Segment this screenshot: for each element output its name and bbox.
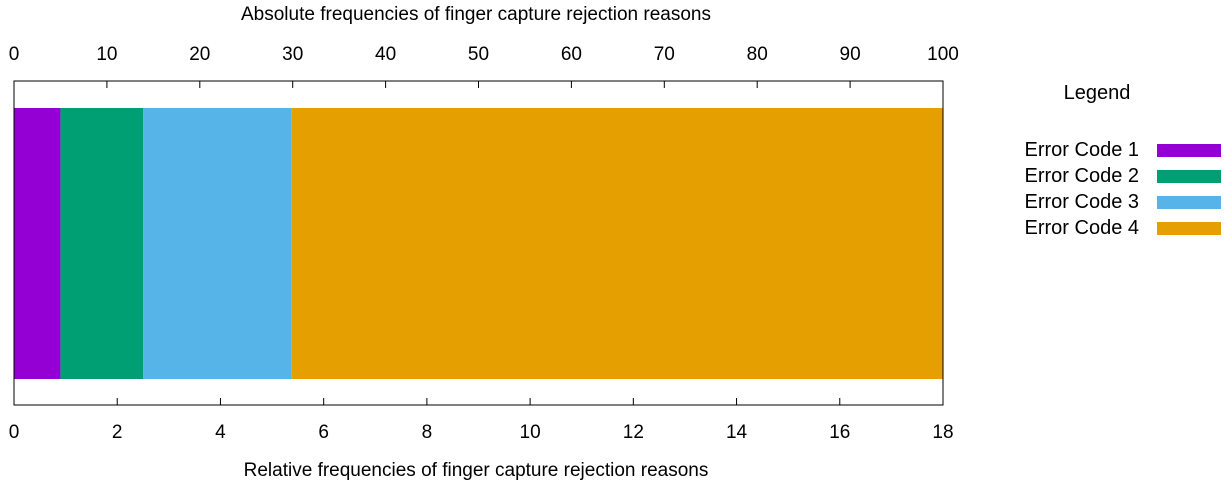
top-tick-label: 20 (189, 44, 210, 65)
bottom-axis: 0 2 4 6 8 10 12 14 16 18 (9, 398, 954, 443)
legend-swatch (1157, 196, 1221, 209)
bar-segment-error-code-2 (60, 108, 144, 379)
legend-swatch (1157, 170, 1221, 183)
top-tick-label: 80 (747, 44, 768, 65)
top-tick-label: 10 (96, 44, 117, 65)
chart-title: Absolute frequencies of finger capture r… (241, 4, 711, 25)
legend-label: Error Code 1 (1025, 139, 1140, 161)
top-tick-label: 90 (840, 44, 861, 65)
bottom-tick-label: 16 (829, 422, 850, 443)
legend: Error Code 1 Error Code 2 Error Code 3 Erro… (1025, 139, 1221, 239)
top-tick-label: 60 (561, 44, 582, 65)
top-tick-label: 100 (927, 44, 959, 65)
bar-segment-error-code-3 (143, 108, 292, 379)
legend-swatch (1157, 144, 1221, 157)
legend-label: Error Code 2 (1025, 165, 1140, 187)
bar-segment-error-code-4 (291, 108, 943, 379)
bottom-tick-label: 12 (623, 422, 644, 443)
top-tick-label: 30 (282, 44, 303, 65)
legend-title: Legend (1064, 82, 1131, 104)
plot-frame (13, 80, 944, 406)
top-tick-label: 0 (9, 44, 20, 65)
legend-label: Error Code 4 (1025, 217, 1140, 239)
bar-segments (14, 108, 943, 379)
bottom-tick-label: 14 (726, 422, 748, 443)
bottom-tick-label: 6 (318, 422, 329, 443)
top-tick-label: 50 (468, 44, 489, 65)
bottom-tick-label: 0 (9, 422, 20, 443)
bar-segment-error-code-1 (14, 108, 61, 379)
top-tick-label: 40 (375, 44, 396, 65)
x-axis-label: Relative frequencies of finger capture r… (244, 460, 709, 481)
legend-label: Error Code 3 (1025, 191, 1140, 213)
bottom-tick-label: 10 (520, 422, 541, 443)
top-tick-label: 70 (654, 44, 675, 65)
bottom-tick-label: 4 (215, 422, 226, 443)
bottom-tick-label: 2 (112, 422, 123, 443)
bottom-tick-label: 8 (422, 422, 433, 443)
legend-swatch (1157, 222, 1221, 235)
top-axis: 0 10 20 30 40 50 60 70 80 90 100 (9, 44, 959, 88)
bottom-tick-label: 18 (932, 422, 953, 443)
